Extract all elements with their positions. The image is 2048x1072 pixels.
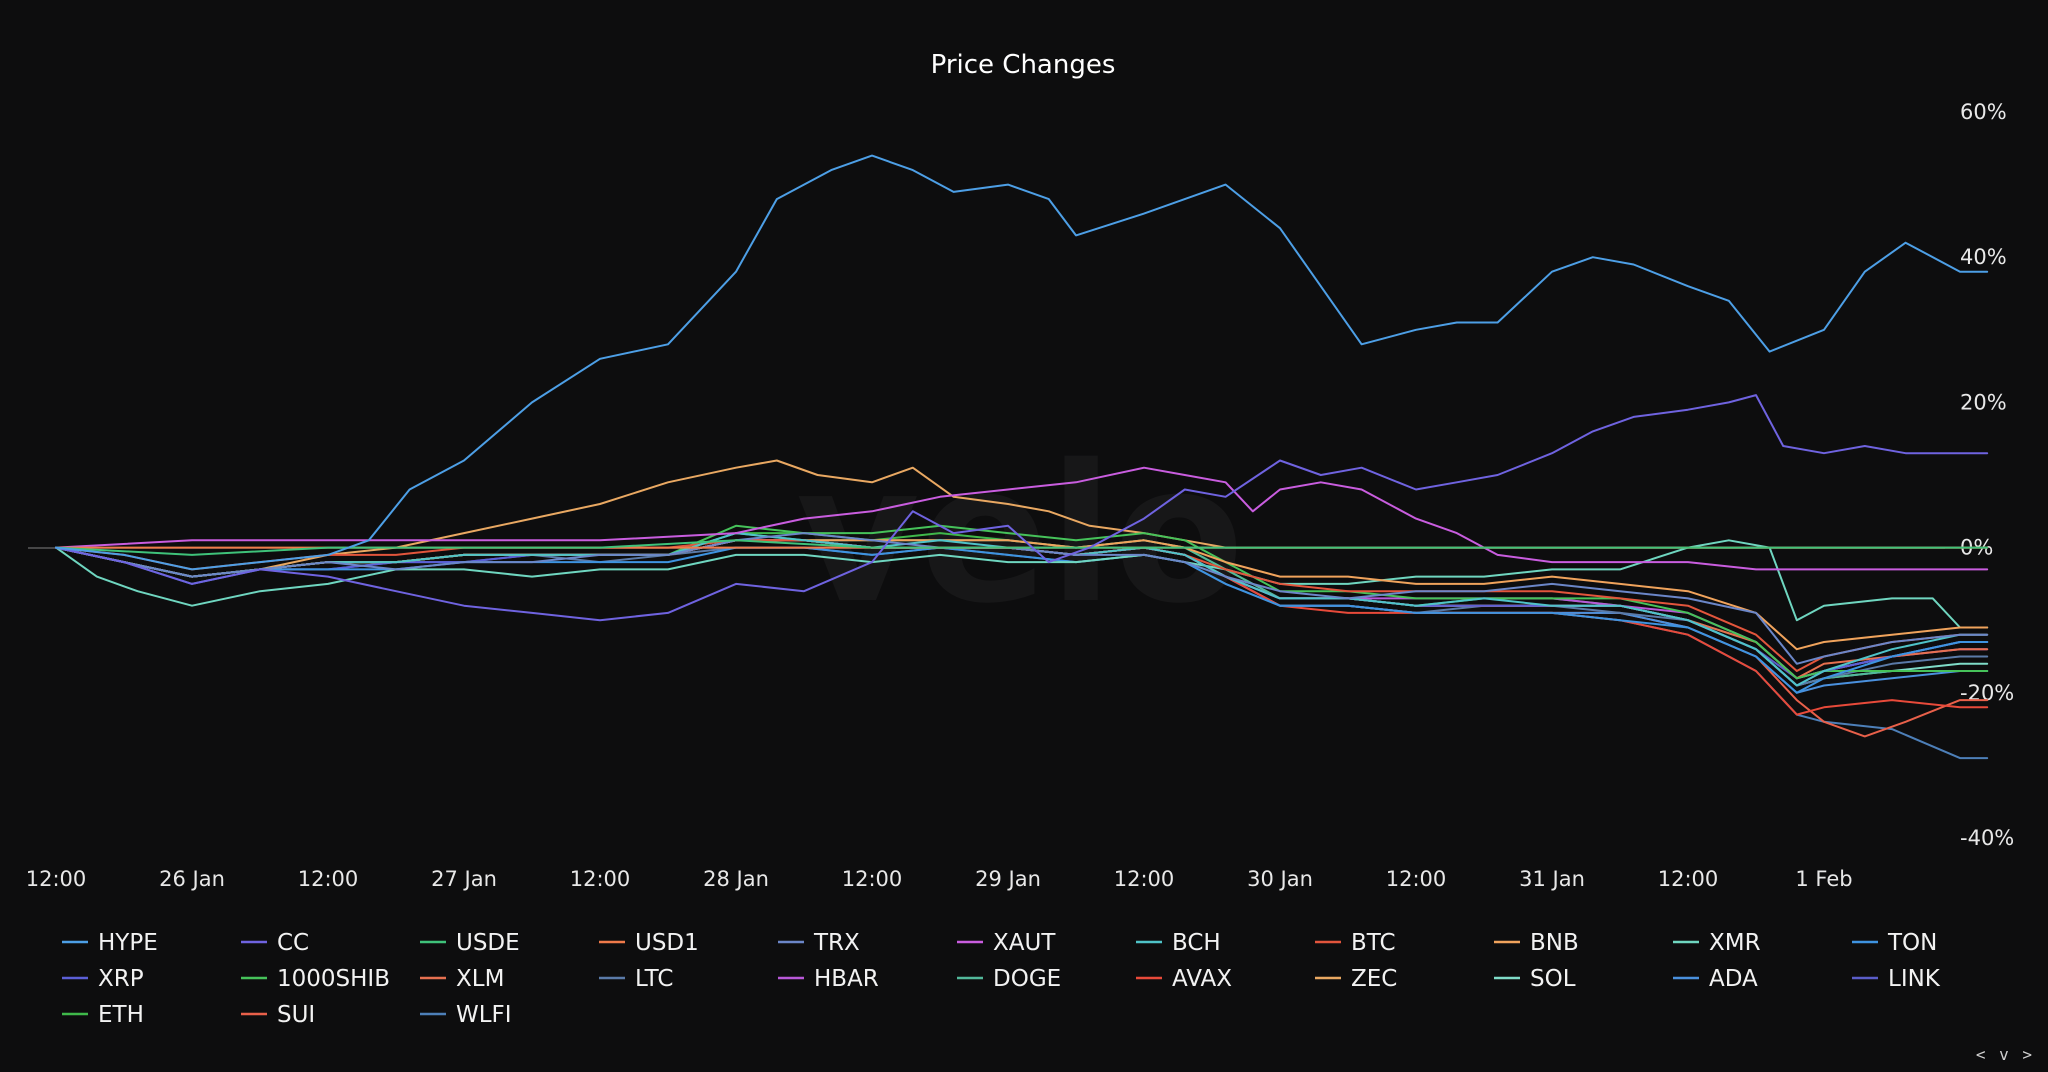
x-tick-label: 12:00 xyxy=(842,867,903,891)
legend-item-xlm[interactable]: XLM xyxy=(420,966,504,992)
series-line-trx xyxy=(55,532,1989,665)
legend-label: DOGE xyxy=(993,966,1061,992)
legend-label: ZEC xyxy=(1351,966,1397,992)
legend-label: BTC xyxy=(1351,930,1396,956)
x-tick-label: 12:00 xyxy=(1386,867,1447,891)
chart-nav-arrows[interactable]: < v > xyxy=(1975,1045,2034,1064)
legend-item-btc[interactable]: BTC xyxy=(1315,930,1396,956)
y-tick-label: 40% xyxy=(1960,245,2007,269)
series-lines xyxy=(55,154,1989,760)
legend-item-sui[interactable]: SUI xyxy=(241,1002,315,1028)
x-tick-label: 31 Jan xyxy=(1519,867,1585,891)
legend-item-ton[interactable]: TON xyxy=(1852,930,1937,956)
legend-item-ada[interactable]: ADA xyxy=(1673,966,1758,992)
legend-label: 1000SHIB xyxy=(277,966,390,992)
legend-item-hype[interactable]: HYPE xyxy=(62,930,158,956)
legend-item-zec[interactable]: ZEC xyxy=(1315,966,1397,992)
legend-label: USD1 xyxy=(635,930,699,956)
legend-item-sol[interactable]: SOL xyxy=(1494,966,1576,992)
legend-item-link[interactable]: LINK xyxy=(1852,966,1941,992)
legend-item-hbar[interactable]: HBAR xyxy=(778,966,879,992)
legend-label: XLM xyxy=(456,966,504,992)
legend-label: XMR xyxy=(1709,930,1761,956)
legend-label: SOL xyxy=(1530,966,1576,992)
legend-label: AVAX xyxy=(1172,966,1232,992)
legend-item-usd1[interactable]: USD1 xyxy=(599,930,699,956)
x-tick-label: 12:00 xyxy=(26,867,87,891)
legend-item-ltc[interactable]: LTC xyxy=(599,966,673,992)
legend-label: SUI xyxy=(277,1002,315,1028)
legend-item-doge[interactable]: DOGE xyxy=(957,966,1061,992)
x-tick-label: 26 Jan xyxy=(159,867,225,891)
series-line-xaut xyxy=(55,466,1989,571)
y-tick-label: -40% xyxy=(1960,826,2014,850)
legend-item-xmr[interactable]: XMR xyxy=(1673,930,1761,956)
legend-item-avax[interactable]: AVAX xyxy=(1136,966,1232,992)
y-axis: 60%40%20%0%-20%-40% xyxy=(1960,100,2014,850)
x-tick-label: 29 Jan xyxy=(975,867,1041,891)
x-axis: 12:00 26 Jan 12:00 27 Jan 12:00 28 Jan 12:00 29… xyxy=(26,867,1853,891)
legend-label: LTC xyxy=(635,966,673,992)
chart-title: Price Changes xyxy=(931,50,1116,80)
series-line-hype xyxy=(55,154,1989,571)
legend-label: HYPE xyxy=(98,930,158,956)
series-line-bch xyxy=(55,532,1989,687)
x-tick-label: 12:00 xyxy=(1114,867,1175,891)
legend-label: USDE xyxy=(456,930,520,956)
legend-item-xrp[interactable]: XRP xyxy=(62,966,144,992)
y-tick-label: 60% xyxy=(1960,100,2007,124)
legend-label: LINK xyxy=(1888,966,1941,992)
legend-item-bnb[interactable]: BNB xyxy=(1494,930,1579,956)
legend-label: ETH xyxy=(98,1002,144,1028)
legend-label: TRX xyxy=(813,930,860,956)
x-tick-label: 12:00 xyxy=(1658,867,1719,891)
legend-label: ADA xyxy=(1709,966,1758,992)
x-tick-label: 12:00 xyxy=(570,867,631,891)
legend-label: BNB xyxy=(1530,930,1579,956)
x-tick-label: 28 Jan xyxy=(703,867,769,891)
y-tick-label: 20% xyxy=(1960,390,2007,414)
legend-label: BCH xyxy=(1172,930,1221,956)
legend-label: WLFI xyxy=(456,1002,512,1028)
legend-label: XRP xyxy=(98,966,144,992)
legend-label: XAUT xyxy=(993,930,1056,956)
legend-item-xaut[interactable]: XAUT xyxy=(957,930,1056,956)
series-line-cc xyxy=(55,394,1989,622)
legend-label: CC xyxy=(277,930,309,956)
legend-item-cc[interactable]: CC xyxy=(241,930,309,956)
legend-item-eth[interactable]: ETH xyxy=(62,1002,144,1028)
x-tick-label: 30 Jan xyxy=(1247,867,1313,891)
y-tick-label: -20% xyxy=(1960,681,2014,705)
x-tick-label: 1 Feb xyxy=(1795,867,1852,891)
legend-item-bch[interactable]: BCH xyxy=(1136,930,1221,956)
x-tick-label: 27 Jan xyxy=(431,867,497,891)
legend-item-trx[interactable]: TRX xyxy=(778,930,860,956)
x-tick-label: 12:00 xyxy=(298,867,359,891)
legend-label: TON xyxy=(1887,930,1937,956)
series-line-usde xyxy=(55,539,1989,556)
legend-label: HBAR xyxy=(814,966,879,992)
legend-item-usde[interactable]: USDE xyxy=(420,930,520,956)
legend: HYPE CC USDE USD1 TRX XAUT BCH BTC BNB XMR TON XRP 1… xyxy=(62,930,1941,1028)
legend-item-1000shib[interactable]: 1000SHIB xyxy=(241,966,390,992)
legend-item-wlfi[interactable]: WLFI xyxy=(420,1002,512,1028)
